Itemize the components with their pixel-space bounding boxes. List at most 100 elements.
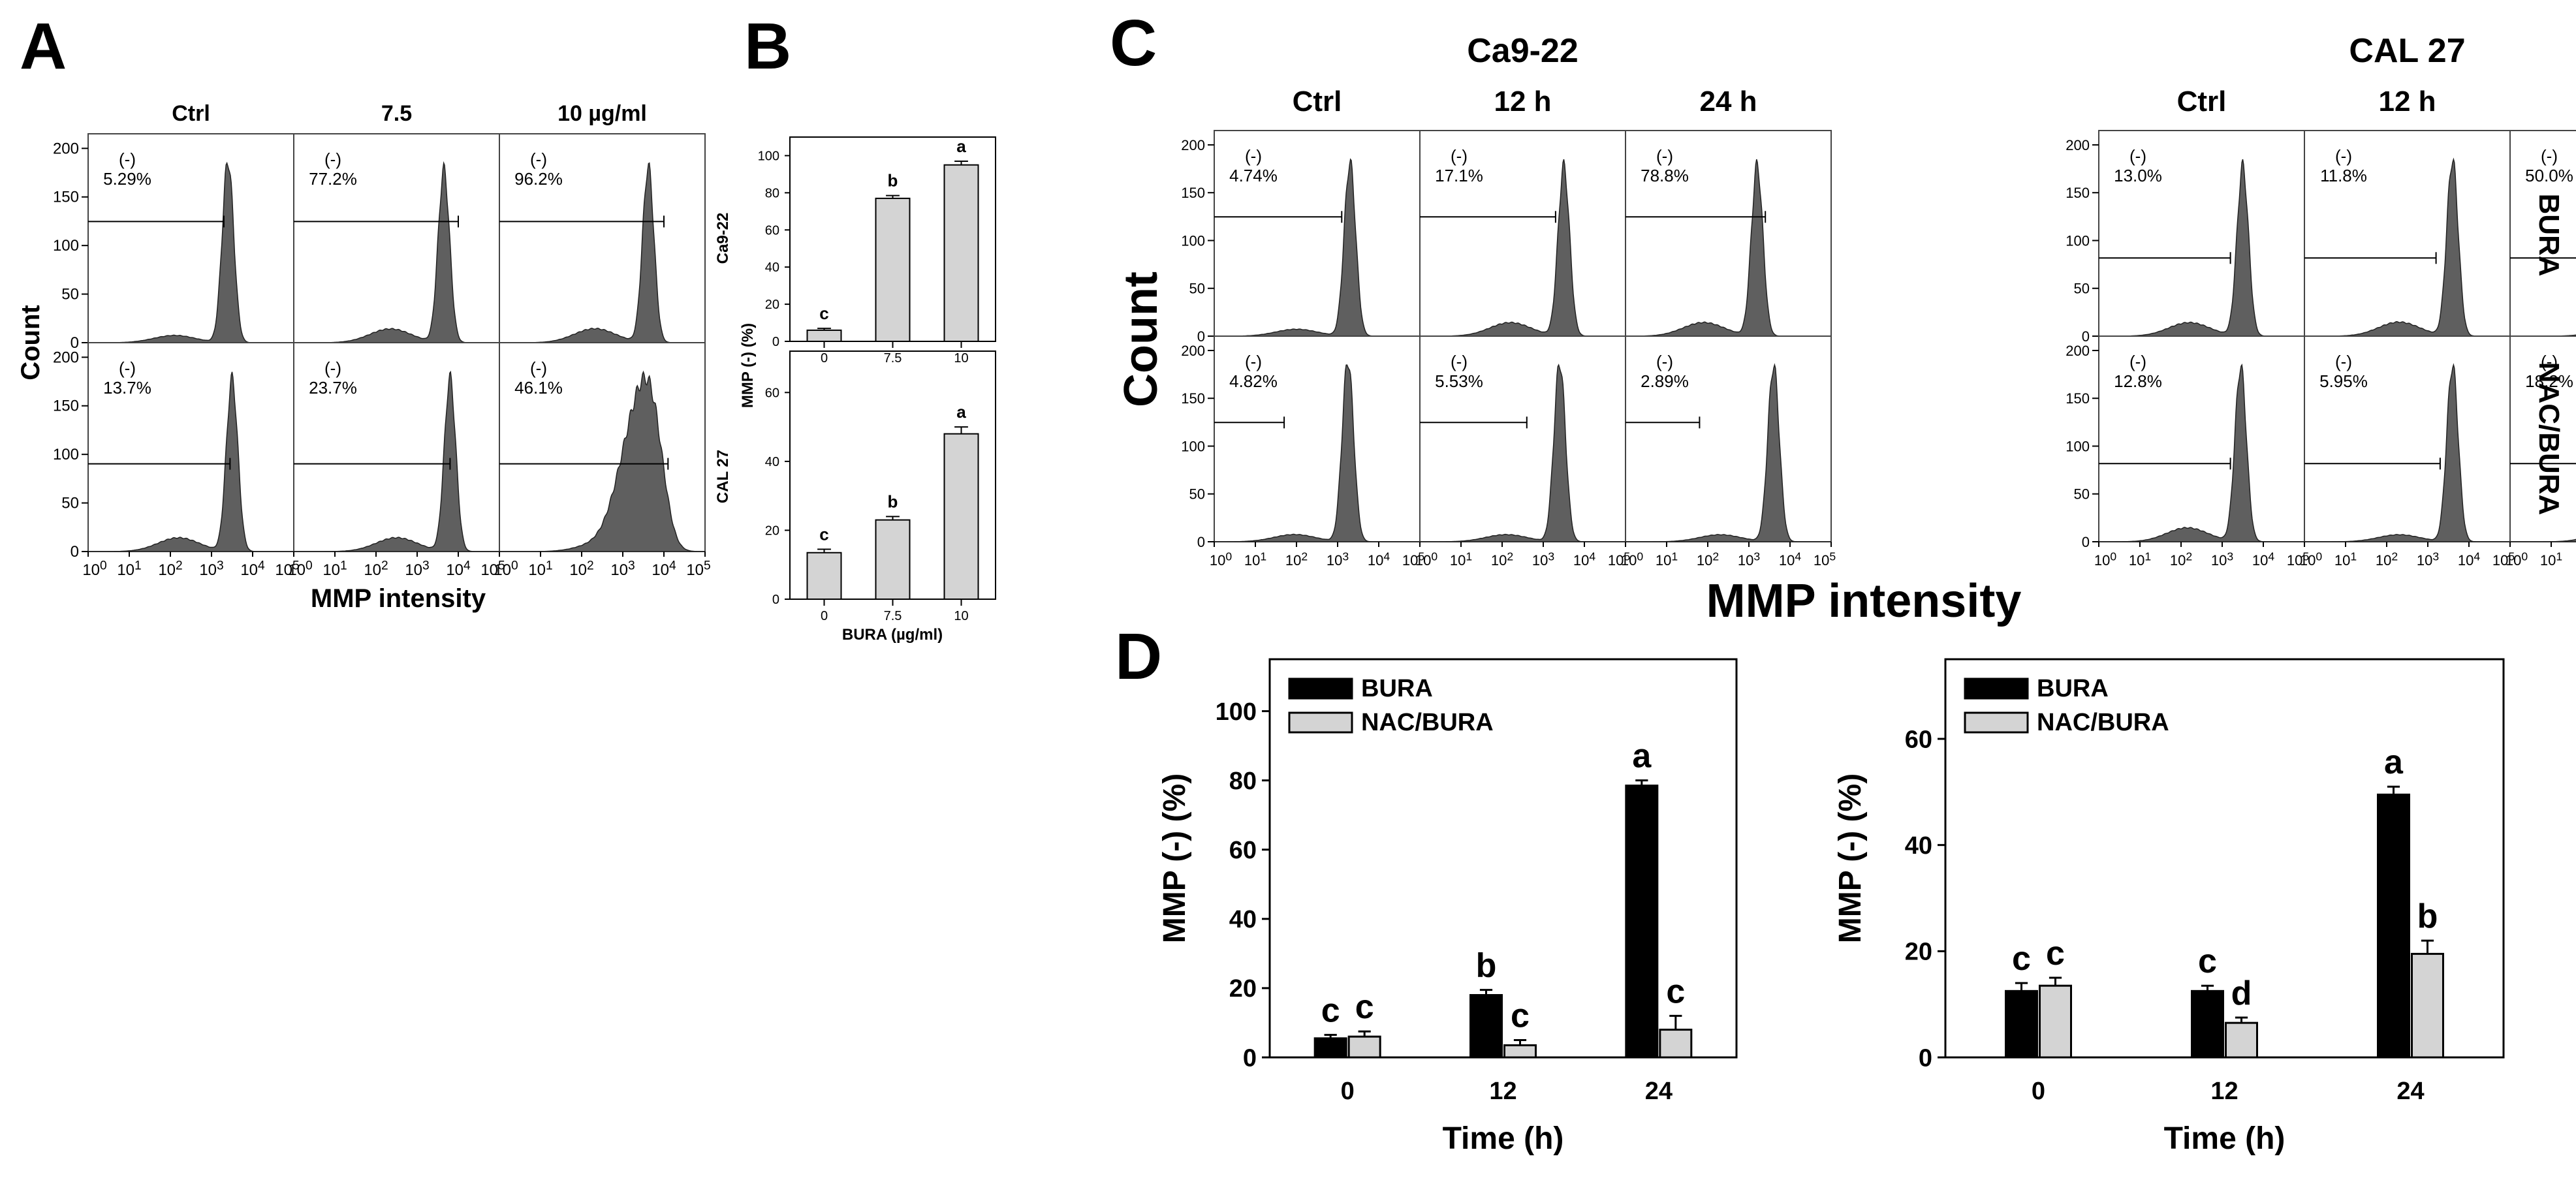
y-tick-label: 200 — [2066, 343, 2090, 359]
x-tick-label: 104 — [2252, 550, 2274, 569]
x-axis-title: MMP intensity — [311, 584, 486, 613]
legend-swatch — [1964, 711, 2029, 734]
column-header: 24 h — [1699, 86, 1757, 117]
gate-percentage: 13.7% — [103, 378, 151, 397]
gate-label: (-) — [119, 149, 136, 169]
histogram: (-)13.0% — [2098, 130, 2305, 337]
panel-label-a: A — [20, 10, 67, 83]
significance-letter: c — [1321, 992, 1340, 1030]
x-tick-label: 0 — [2032, 1078, 2045, 1105]
column-header: 12 h — [1494, 86, 1551, 117]
legend-label: NAC/BURA — [1361, 709, 1494, 736]
gate-percentage: 77.2% — [309, 169, 357, 189]
histogram: (-)5.29% — [87, 133, 294, 343]
y-axis-title: Count — [1115, 272, 1167, 407]
histogram: (-)96.2% — [499, 133, 706, 343]
gate-percentage: 12.8% — [2114, 371, 2162, 391]
x-tick-label: 105 — [1402, 550, 1424, 569]
significance-letter: c — [819, 524, 828, 544]
gate-label: (-) — [1451, 146, 1468, 166]
y-tick-label: 40 — [765, 260, 779, 275]
gate-percentage: 5.29% — [103, 169, 151, 189]
x-tick-label: 102 — [158, 559, 182, 579]
x-tick-label: 24 — [1645, 1078, 1673, 1105]
bar — [1347, 1035, 1381, 1059]
y-tick-label: 60 — [765, 223, 779, 238]
x-tick-label: 105 — [1814, 550, 1836, 569]
gate-percentage: 18.2% — [2525, 371, 2573, 391]
chart-title: Ca9-22 — [714, 213, 732, 264]
x-tick-label: 103 — [610, 559, 635, 579]
x-tick-label: 103 — [1327, 550, 1349, 569]
histogram: (-)77.2% — [293, 133, 500, 343]
column-header: Ctrl — [172, 101, 210, 126]
significance-letter: a — [956, 402, 966, 422]
y-tick-label: 50 — [2074, 281, 2090, 297]
x-tick-label: 105 — [686, 559, 710, 579]
significance-letter: c — [1511, 997, 1530, 1035]
histogram: (-)12.8% — [2098, 335, 2305, 542]
x-tick-label: 101 — [1450, 550, 1472, 569]
histogram: (-)18.2% — [2509, 335, 2576, 542]
x-tick-label: 104 — [1573, 550, 1595, 569]
bar — [875, 519, 911, 600]
legend-label: BURA — [1361, 675, 1433, 702]
gate-percentage: 17.1% — [1435, 166, 1483, 185]
y-tick-label: 0 — [2082, 328, 2090, 345]
histogram: (-)78.8% — [1625, 130, 1832, 337]
y-tick-label: 0 — [2082, 534, 2090, 550]
histogram-curve — [1214, 158, 1420, 337]
x-tick-label: 103 — [2417, 550, 2439, 569]
gate-percentage: 4.82% — [1229, 371, 1278, 391]
histogram-curve — [88, 371, 294, 552]
x-tick-label: 102 — [2170, 550, 2192, 569]
x-tick-label: 105 — [275, 559, 299, 579]
histogram: (-)5.95% — [2304, 335, 2511, 542]
legend: BURA NAC/BURA — [1964, 675, 2169, 736]
x-tick-label: 0 — [821, 351, 828, 366]
histogram: (-)23.7% — [293, 342, 500, 552]
y-tick-label: 50 — [1189, 281, 1205, 297]
y-tick-label: 100 — [758, 149, 779, 163]
gate-label: (-) — [324, 149, 341, 169]
x-tick-label: 101 — [1244, 550, 1266, 569]
x-tick-label: 0 — [1341, 1078, 1355, 1105]
histogram-curve — [88, 161, 294, 343]
y-tick-label: 20 — [1229, 975, 1257, 1003]
x-tick-label: 100 — [2094, 550, 2116, 569]
gate-percentage: 4.74% — [1229, 166, 1278, 185]
x-tick-label: 101 — [117, 559, 141, 579]
legend-swatch — [1288, 711, 1353, 734]
histogram: (-)11.8% — [2304, 130, 2511, 337]
significance-letter: b — [2417, 897, 2438, 935]
histogram: (-)5.53% — [1419, 335, 1626, 542]
histogram: (-)13.7% — [87, 342, 294, 552]
y-tick-label: 0 — [772, 593, 779, 607]
bar — [1625, 785, 1659, 1059]
bar-chart: 0 20 40 60 0 c 7.5 b 10 a — [765, 351, 996, 623]
gate-percentage: 5.53% — [1435, 371, 1483, 391]
gate-percentage: 23.7% — [309, 378, 357, 397]
bar — [943, 433, 979, 600]
histogram: (-)4.74% — [1214, 130, 1421, 337]
panel-label-b: B — [744, 10, 791, 83]
y-tick-label: 100 — [53, 446, 79, 463]
significance-letter: a — [1632, 738, 1652, 775]
gate-label: (-) — [2335, 352, 2352, 371]
column-header: Ctrl — [1293, 86, 1342, 117]
x-tick-label: 100 — [288, 559, 312, 579]
histogram-curve — [1420, 159, 1626, 337]
bar — [806, 552, 842, 600]
gate-label: (-) — [2541, 146, 2558, 166]
significance-letter: c — [1355, 988, 1374, 1026]
x-tick-label: 105 — [1608, 550, 1630, 569]
y-tick-label: 150 — [2066, 390, 2090, 407]
x-tick-label: 104 — [446, 559, 471, 579]
gate-label: (-) — [1451, 352, 1468, 371]
y-tick-label: 0 — [1197, 534, 1205, 550]
x-tick-label: 102 — [1491, 550, 1513, 569]
significance-letter: b — [888, 491, 898, 511]
histogram-curve — [2510, 538, 2576, 542]
x-tick-label: 103 — [199, 559, 223, 579]
